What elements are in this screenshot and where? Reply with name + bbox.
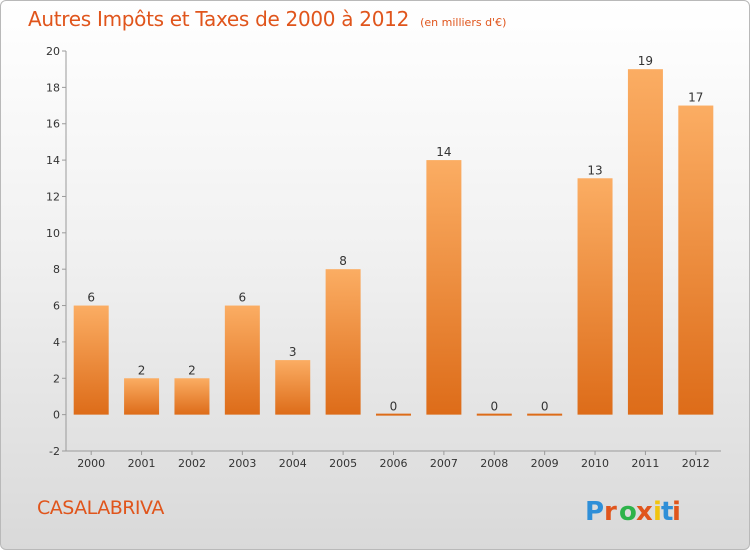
x-tick-label: 2004 [279, 457, 307, 470]
x-tick-label: 2005 [329, 457, 357, 470]
bar [124, 378, 160, 415]
bar [678, 105, 714, 415]
bar [527, 413, 563, 416]
data-label: 0 [541, 400, 549, 414]
data-label: 0 [390, 400, 398, 414]
data-label: 0 [490, 400, 498, 414]
data-label: 8 [339, 254, 347, 268]
y-tick-label: 6 [53, 300, 60, 313]
bar [426, 160, 462, 415]
chart-unit-label: (en milliers d'€) [420, 16, 507, 29]
logo-letter: i [672, 497, 681, 527]
logo-letter: P [585, 497, 604, 527]
data-label: 19 [638, 54, 653, 68]
commune-name: CASALABRIVA [37, 497, 164, 519]
x-tick-label: 2002 [178, 457, 206, 470]
x-tick-label: 2006 [380, 457, 408, 470]
data-label: 3 [289, 345, 297, 359]
bar [325, 269, 361, 415]
chart-title: Autres Impôts et Taxes de 2000 à 2012 [28, 7, 409, 31]
logo-letter: t [661, 497, 673, 527]
bar [577, 178, 613, 415]
y-tick-label: 16 [46, 118, 60, 131]
data-label: 17 [688, 91, 703, 105]
data-label: 6 [87, 291, 95, 305]
data-label: 2 [138, 363, 146, 377]
y-tick-label: 20 [46, 45, 60, 58]
bar [275, 360, 311, 415]
y-tick-label: 12 [46, 190, 60, 203]
data-label: 6 [239, 291, 247, 305]
data-label: 2 [188, 363, 196, 377]
x-tick-label: 2000 [77, 457, 105, 470]
logo-letter: x [636, 497, 653, 527]
bar [476, 413, 512, 416]
y-tick-label: 0 [53, 409, 60, 422]
x-tick-label: 2011 [631, 457, 659, 470]
y-tick-label: 18 [46, 81, 60, 94]
bar [224, 305, 260, 415]
x-tick-label: 2007 [430, 457, 458, 470]
logo-letter: i [653, 497, 662, 527]
bar [376, 413, 411, 416]
y-tick-label: 10 [46, 227, 60, 240]
x-tick-label: 2009 [531, 457, 559, 470]
bar [627, 69, 663, 415]
data-label: 13 [587, 163, 602, 177]
y-tick-label: -2 [49, 445, 60, 458]
data-label: 14 [436, 145, 451, 159]
y-tick-label: 8 [53, 263, 60, 276]
y-tick-label: 2 [53, 372, 60, 385]
y-tick-label: 14 [46, 154, 60, 167]
bar [73, 305, 109, 415]
title-row: Autres Impôts et Taxes de 2000 à 2012 (e… [28, 7, 506, 31]
x-tick-label: 2012 [682, 457, 710, 470]
logo-letter: r [604, 497, 617, 527]
x-tick-label: 2008 [480, 457, 508, 470]
y-tick-label: 4 [53, 336, 60, 349]
logo-letter: o [619, 497, 637, 527]
data-labels-group: 6 2 2 6 3 8 0 14 0 0 13 19 17 [87, 54, 703, 413]
bar [174, 378, 210, 415]
x-tick-label: 2003 [228, 457, 256, 470]
x-tick-label: 2010 [581, 457, 609, 470]
bars-group [73, 69, 714, 416]
x-tick-label: 2001 [128, 457, 156, 470]
